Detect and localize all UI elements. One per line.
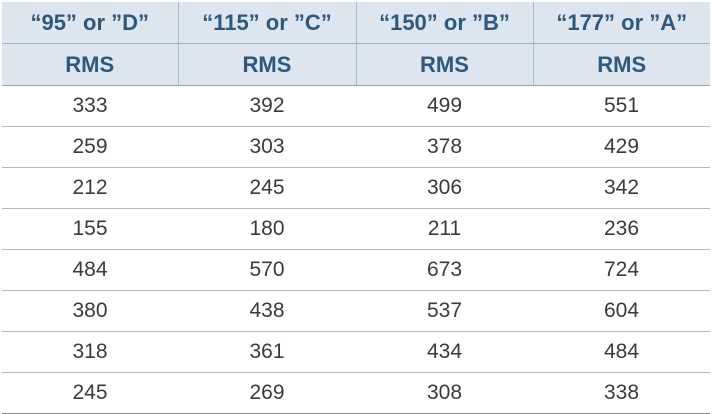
column-header-d: “95” or ”D” [2,2,179,44]
table-cell: 434 [356,331,533,373]
table-cell: 259 [2,126,178,168]
table-row: 380 438 537 604 [2,290,710,332]
table-cell: 180 [178,208,356,250]
column-header-b: “150” or ”B” [355,2,534,44]
table-cell: 604 [533,290,710,332]
table-cell: 308 [356,372,533,414]
table-cell: 306 [356,167,533,209]
table-cell: 429 [533,126,710,168]
column-unit-row: RMS RMS RMS RMS [2,43,710,86]
column-name-row: “95” or ”D” “115” or ”C” “150” or ”B” “1… [2,2,710,44]
unit-label-a: RMS [532,43,710,86]
column-header-c: “115” or ”C” [177,2,357,44]
table-row: 484 570 673 724 [2,249,710,291]
table-cell: 438 [178,290,356,332]
unit-label-c: RMS [177,43,357,86]
table-body: 333 392 499 551 259 303 378 429 212 245 … [2,85,710,414]
table-row: 155 180 211 236 [2,208,710,250]
table-cell: 570 [178,249,356,291]
table-cell: 155 [2,208,178,250]
unit-label-b: RMS [355,43,534,86]
table-row: 333 392 499 551 [2,85,710,127]
table-cell: 380 [2,290,178,332]
table-cell: 537 [356,290,533,332]
table-cell: 378 [356,126,533,168]
table-cell: 338 [533,372,710,414]
table-cell: 211 [356,208,533,250]
table-cell: 245 [2,372,178,414]
table-cell: 361 [178,331,356,373]
table-row: 318 361 434 484 [2,331,710,373]
table-header: “95” or ”D” “115” or ”C” “150” or ”B” “1… [2,2,710,86]
table-row: 259 303 378 429 [2,126,710,168]
table-cell: 392 [178,85,356,127]
table-cell: 724 [533,249,710,291]
table-cell: 484 [533,331,710,373]
table-cell: 551 [533,85,710,127]
table-cell: 499 [356,85,533,127]
unit-label-d: RMS [2,43,179,86]
table-cell: 269 [178,372,356,414]
table-cell: 212 [2,167,178,209]
table-cell: 236 [533,208,710,250]
table-row: 245 269 308 338 [2,372,710,414]
table-cell: 333 [2,85,178,127]
table-cell: 673 [356,249,533,291]
table-row: 212 245 306 342 [2,167,710,209]
table-cell: 318 [2,331,178,373]
column-header-a: “177” or ”A” [532,2,710,44]
table-cell: 303 [178,126,356,168]
table-cell: 245 [178,167,356,209]
table-cell: 342 [533,167,710,209]
table-cell: 484 [2,249,178,291]
